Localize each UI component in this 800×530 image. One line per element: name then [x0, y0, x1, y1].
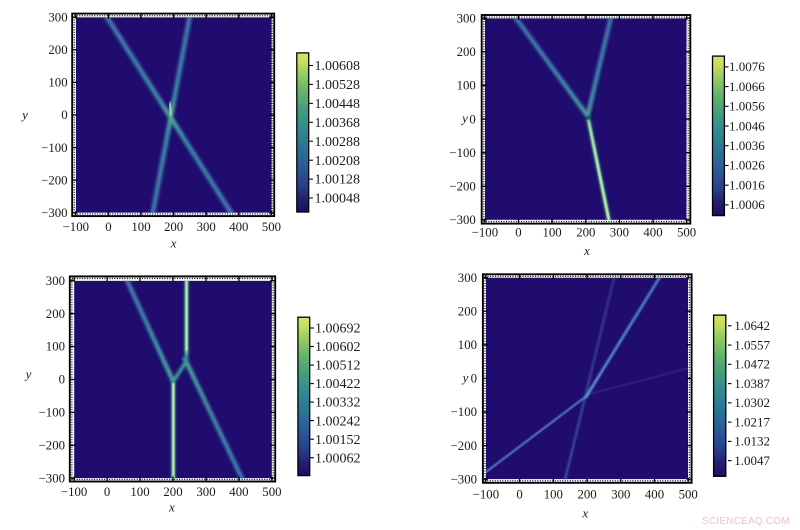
svg-text:1.00528: 1.00528 — [315, 78, 361, 93]
svg-text:x: x — [583, 243, 590, 258]
svg-text:400: 400 — [229, 220, 248, 234]
svg-text:1.00692: 1.00692 — [315, 322, 361, 337]
svg-text:1.00368: 1.00368 — [315, 116, 361, 131]
svg-text:300: 300 — [197, 220, 216, 234]
svg-text:1.0387: 1.0387 — [734, 376, 770, 391]
svg-text:0: 0 — [471, 372, 477, 386]
svg-text:0: 0 — [469, 112, 475, 126]
svg-text:−300: −300 — [449, 213, 475, 227]
svg-text:0: 0 — [104, 485, 110, 499]
svg-text:1.0056: 1.0056 — [729, 99, 765, 114]
svg-text:1.0302: 1.0302 — [734, 395, 770, 410]
svg-text:500: 500 — [677, 226, 696, 240]
svg-text:1.00422: 1.00422 — [315, 377, 361, 392]
svg-text:100: 100 — [458, 338, 477, 352]
svg-text:−200: −200 — [41, 173, 67, 187]
svg-text:500: 500 — [262, 485, 281, 499]
svg-text:400: 400 — [643, 226, 662, 240]
svg-text:500: 500 — [679, 488, 698, 502]
svg-text:x: x — [581, 506, 588, 521]
svg-text:1.0642: 1.0642 — [734, 318, 770, 333]
svg-text:1.00208: 1.00208 — [315, 154, 361, 169]
svg-text:1.00602: 1.00602 — [315, 340, 361, 355]
svg-text:−100: −100 — [451, 405, 477, 419]
svg-text:−300: −300 — [41, 206, 67, 220]
svg-text:y: y — [24, 367, 32, 382]
svg-text:400: 400 — [229, 485, 248, 499]
svg-text:100: 100 — [46, 340, 65, 354]
svg-text:100: 100 — [131, 220, 150, 234]
svg-text:300: 300 — [611, 488, 630, 502]
svg-text:y: y — [20, 107, 28, 122]
svg-text:1.0557: 1.0557 — [734, 337, 770, 352]
svg-text:0: 0 — [105, 220, 111, 234]
svg-text:200: 200 — [164, 220, 183, 234]
svg-text:300: 300 — [458, 271, 477, 285]
svg-text:1.00062: 1.00062 — [315, 451, 361, 466]
svg-text:1.00448: 1.00448 — [315, 97, 361, 112]
svg-text:1.0036: 1.0036 — [729, 138, 765, 153]
svg-text:1.0217: 1.0217 — [734, 414, 770, 429]
svg-text:200: 200 — [577, 488, 596, 502]
svg-text:500: 500 — [262, 220, 281, 234]
svg-text:100: 100 — [544, 488, 563, 502]
svg-text:y: y — [461, 370, 469, 385]
svg-text:1.00242: 1.00242 — [315, 414, 361, 429]
svg-text:300: 300 — [48, 10, 67, 24]
svg-text:300: 300 — [196, 485, 215, 499]
svg-text:300: 300 — [610, 226, 629, 240]
svg-text:−100: −100 — [472, 226, 498, 240]
svg-text:−300: −300 — [451, 472, 477, 486]
svg-text:x: x — [168, 500, 175, 515]
svg-text:1.0016: 1.0016 — [729, 178, 765, 193]
svg-text:1.00288: 1.00288 — [315, 135, 361, 150]
svg-text:100: 100 — [542, 226, 561, 240]
svg-text:0: 0 — [59, 373, 65, 387]
svg-text:1.00128: 1.00128 — [315, 173, 361, 188]
svg-text:300: 300 — [457, 11, 476, 25]
svg-text:−200: −200 — [451, 439, 477, 453]
svg-text:1.0026: 1.0026 — [729, 158, 765, 173]
svg-text:300: 300 — [46, 274, 65, 288]
svg-text:1.00332: 1.00332 — [315, 396, 361, 411]
svg-text:1.0472: 1.0472 — [734, 357, 770, 372]
svg-text:−100: −100 — [473, 488, 499, 502]
svg-text:1.00048: 1.00048 — [315, 192, 361, 207]
svg-text:200: 200 — [163, 485, 182, 499]
svg-text:200: 200 — [457, 45, 476, 59]
svg-text:1.00152: 1.00152 — [315, 433, 361, 448]
svg-text:1.0006: 1.0006 — [729, 197, 765, 212]
svg-text:−100: −100 — [41, 141, 67, 155]
svg-text:−100: −100 — [449, 146, 475, 160]
svg-text:200: 200 — [46, 307, 65, 321]
svg-text:SCIENCEAQ.COM: SCIENCEAQ.COM — [702, 516, 790, 527]
svg-text:1.0047: 1.0047 — [734, 453, 770, 468]
svg-text:y: y — [460, 111, 468, 126]
svg-text:1.0066: 1.0066 — [729, 79, 765, 94]
svg-text:200: 200 — [48, 43, 67, 57]
svg-text:1.00512: 1.00512 — [315, 359, 361, 374]
svg-text:200: 200 — [458, 304, 477, 318]
svg-text:400: 400 — [645, 488, 664, 502]
svg-text:1.00608: 1.00608 — [315, 59, 361, 74]
svg-text:−100: −100 — [63, 220, 89, 234]
svg-text:1.0046: 1.0046 — [729, 118, 765, 133]
svg-text:x: x — [170, 235, 177, 250]
svg-text:100: 100 — [457, 79, 476, 93]
svg-text:−200: −200 — [449, 180, 475, 194]
svg-text:100: 100 — [48, 76, 67, 90]
svg-text:0: 0 — [515, 226, 521, 240]
svg-text:200: 200 — [576, 226, 595, 240]
svg-text:−100: −100 — [39, 406, 65, 420]
svg-text:1.0076: 1.0076 — [729, 59, 765, 74]
svg-text:−100: −100 — [61, 485, 87, 499]
svg-text:0: 0 — [61, 108, 67, 122]
svg-text:0: 0 — [516, 488, 522, 502]
svg-text:−200: −200 — [39, 439, 65, 453]
svg-text:100: 100 — [130, 485, 149, 499]
svg-text:1.0132: 1.0132 — [734, 434, 770, 449]
svg-text:−300: −300 — [39, 471, 65, 485]
